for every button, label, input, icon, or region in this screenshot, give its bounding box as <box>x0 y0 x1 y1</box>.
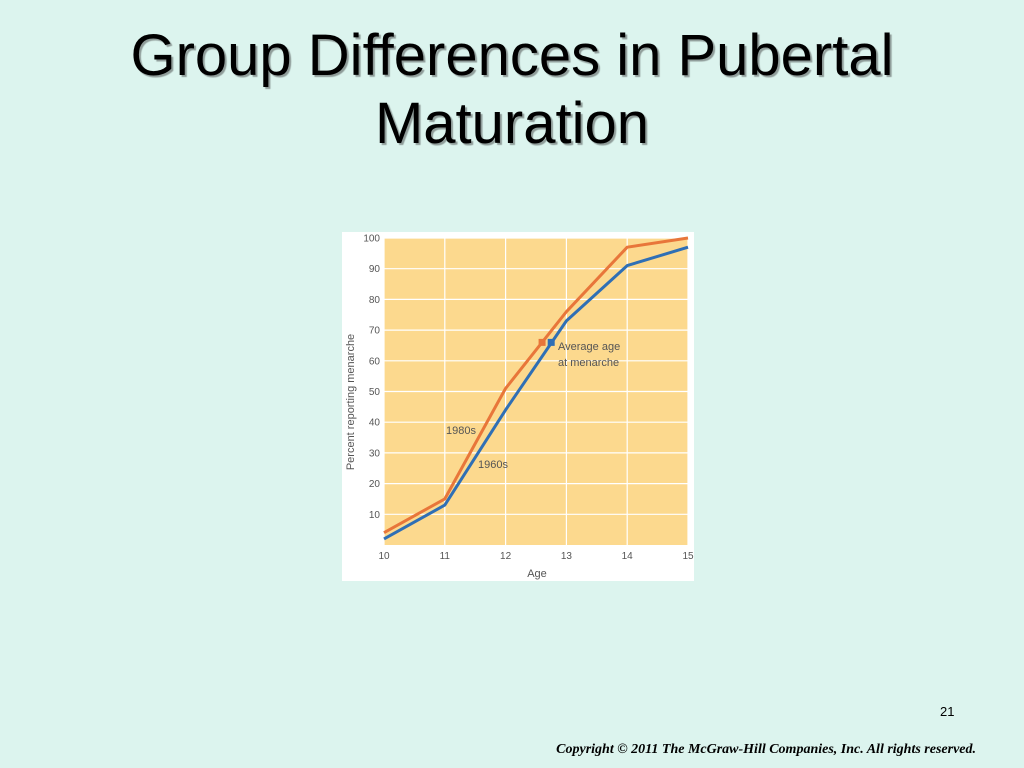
series-label-1980s: 1980s <box>446 425 476 437</box>
title-line-1: Group Differences in Pubertal <box>130 23 894 88</box>
y-axis-label: Percent reporting menarche <box>345 334 357 470</box>
y-tick-label-10: 10 <box>369 510 381 521</box>
tick-layer: 10 20 30 40 50 60 70 80 90 100 10 11 12 13 14 15 <box>363 234 694 563</box>
grid-layer <box>383 237 689 545</box>
annotation-line-2: at menarche <box>558 357 619 369</box>
average-marker-1980s <box>538 338 546 346</box>
x-tick-label-13: 13 <box>561 551 573 562</box>
annotation-line-1: Average age <box>558 341 620 353</box>
y-tick-label-60: 60 <box>369 356 381 367</box>
title-line-2: Maturation <box>374 91 650 156</box>
y-tick-label-100: 100 <box>363 234 380 245</box>
x-tick-label-15: 15 <box>682 551 694 562</box>
x-tick-label-12: 12 <box>500 551 512 562</box>
series-line-1960s <box>383 245 689 541</box>
series-layer <box>383 236 689 541</box>
chart-svg: 10 20 30 40 50 60 70 80 90 100 10 11 12 13 14 15 Percen… <box>345 234 694 581</box>
x-tick-label-14: 14 <box>622 551 634 562</box>
y-tick-label-30: 30 <box>369 448 381 459</box>
y-tick-label-90: 90 <box>369 264 381 275</box>
x-axis-label: Age <box>527 568 547 580</box>
y-tick-label-40: 40 <box>369 418 381 429</box>
y-tick-label-50: 50 <box>369 387 381 398</box>
series-line-1980s <box>383 236 689 535</box>
y-tick-label-70: 70 <box>369 326 381 337</box>
slide-number: 21 <box>940 704 955 719</box>
x-tick-label-11: 11 <box>440 551 451 562</box>
copyright-notice: Copyright © 2011 The McGraw-Hill Compani… <box>556 742 976 757</box>
y-tick-label-20: 20 <box>369 479 381 490</box>
x-tick-label-10: 10 <box>378 551 390 562</box>
slide-title: Group Differences in Pubertal Maturation <box>0 22 1024 158</box>
series-label-1960s: 1960s <box>478 459 508 471</box>
y-tick-label-80: 80 <box>369 295 381 306</box>
menarche-chart: 10 20 30 40 50 60 70 80 90 100 10 11 12 13 14 15 Percen… <box>342 232 694 581</box>
average-marker-1960s <box>547 338 555 346</box>
